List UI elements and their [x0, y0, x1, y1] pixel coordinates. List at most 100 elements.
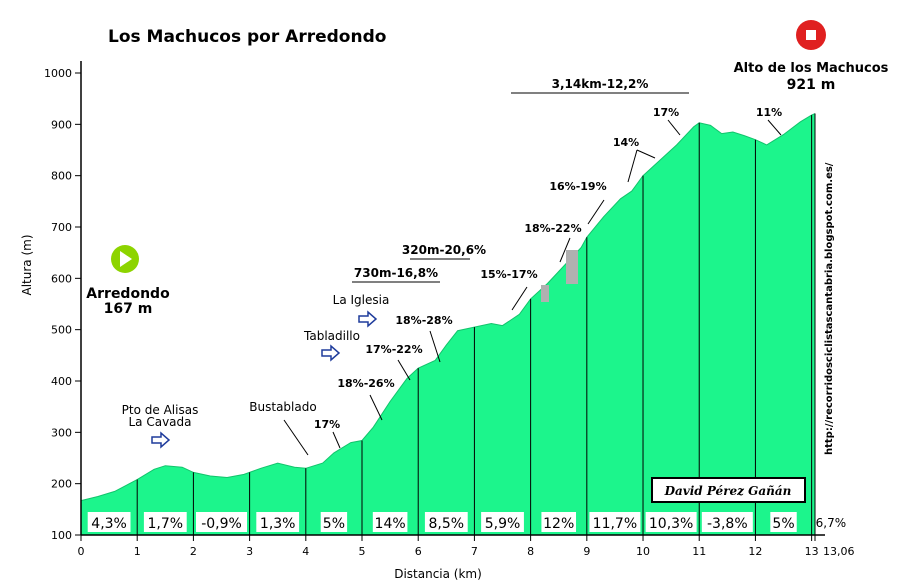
segment-gradient-box [143, 512, 187, 532]
arrow-right-icon [321, 344, 341, 362]
arrow-right-icon [358, 310, 378, 328]
segment-gradient-box [196, 512, 248, 532]
segment-gradient-box [589, 512, 641, 532]
gradient-note-pointer [369, 394, 383, 421]
segment-layer: 4,3% 1,7% -0,9% 1,3% 5% 14% 8,5% 5,9% 12% 11,7% 10… [87, 512, 847, 532]
segment-gradient-box [424, 512, 468, 532]
segment-gradient-label: 14% [375, 516, 406, 532]
gradient-note-pointer [397, 359, 411, 381]
segment-gradient-box [87, 512, 131, 532]
segment-gradient-box [770, 512, 797, 532]
gradient-note-pointer [332, 431, 341, 449]
x-tick-label: 6 [415, 545, 422, 558]
y-tick-label: 500 [51, 324, 72, 337]
segment-gradient-label: 5% [323, 516, 345, 532]
x-tick-label: 3 [246, 545, 253, 558]
segment-gradient-label: -0,9% [201, 516, 242, 532]
gradient-note-pointer [627, 149, 638, 183]
author-signature: David Pérez Gañán [664, 484, 792, 498]
website-url: http://recorridosciclistascantabria.blog… [824, 162, 835, 455]
x-tick-label: 0 [78, 545, 85, 558]
gradient-note-label: 17% [653, 106, 679, 119]
gradient-note-pointer [767, 119, 782, 136]
y-tick-label: 800 [51, 170, 72, 183]
profile-area [81, 113, 815, 535]
x-axis-label: Distancia (km) [394, 567, 482, 581]
steep-marker [566, 250, 578, 284]
start-altitude: 167 m [104, 301, 153, 317]
play-triangle-icon [120, 251, 132, 267]
y-tick-label: 900 [51, 118, 72, 131]
x-tick-label: 5 [359, 545, 366, 558]
segment-gradient-label: -3,8% [707, 516, 748, 532]
x-tick-label: 10 [636, 545, 650, 558]
y-axis-label: Altura (m) [20, 234, 34, 295]
gradient-note-pointer [429, 330, 441, 363]
x-tick-label: 8 [527, 545, 534, 558]
y-tick-label: 200 [51, 478, 72, 491]
gradient-note-pointer [511, 286, 528, 311]
segment-gradient-label: 10,3% [649, 516, 693, 532]
x-tick-label: 4 [302, 545, 309, 558]
gradient-note-pointer [667, 119, 681, 136]
x-tick-label: 7 [471, 545, 478, 558]
y-tick-label: 100 [51, 529, 72, 542]
y-tick-label: 400 [51, 375, 72, 388]
segment-gradient-box [481, 512, 524, 532]
gradient-note-label: 11% [756, 106, 782, 119]
x-tick-label: 13,06 [823, 545, 855, 558]
y-tick-label: 600 [51, 272, 72, 285]
location-pto-alisas: Pto de Alisas [122, 403, 199, 417]
segment-gradient-label: 1,3% [260, 516, 296, 532]
segment-gradient-label: 4,3% [91, 516, 127, 532]
segment-gradient-box [372, 512, 408, 532]
location-la-cavada: La Cavada [128, 415, 191, 429]
segment-gradient-box [541, 512, 577, 532]
gradient-note-label: 17% [314, 418, 340, 431]
gradient-note-label: 16%-19% [549, 180, 606, 193]
finish-marker [796, 20, 826, 50]
segment-gradient-label: 5% [772, 516, 794, 532]
profile-area-layer [80, 113, 816, 535]
highlight-320m: 320m-20,6% [402, 243, 486, 257]
segment-gradient-label: 6,7% [816, 516, 847, 530]
y-tick-label: 1000 [44, 67, 72, 80]
gradient-note-pointer [559, 237, 571, 263]
gradient-note-label: 18%-26% [337, 377, 394, 390]
highlight-3-14km: 3,14km-12,2% [552, 77, 649, 91]
segment-gradient-label: 12% [543, 516, 574, 532]
segment-gradient-label: 1,7% [148, 516, 184, 532]
segment-gradient-label: 5,9% [485, 516, 521, 532]
gradient-note-label: 18%-28% [395, 314, 452, 327]
location-bustablado: Bustablado [249, 400, 316, 414]
location-la-iglesia: La Iglesia [333, 293, 390, 307]
gradient-note-label: 18%-22% [524, 222, 581, 235]
arrow-right-icon [151, 431, 171, 449]
x-tick-label: 13 [805, 545, 819, 558]
stop-square-icon [806, 30, 816, 40]
y-tick-label: 700 [51, 221, 72, 234]
highlight-730m: 730m-16,8% [354, 266, 438, 280]
author-box [651, 477, 806, 503]
gradient-note-label: 14% [613, 136, 639, 149]
gradient-note-label: 15%-17% [480, 268, 537, 281]
segment-gradient-label: 11,7% [593, 516, 637, 532]
segment-gradient-box [256, 512, 300, 532]
chart-title: Los Machucos por Arredondo [108, 27, 386, 47]
segment-gradient-label: 8,5% [429, 516, 465, 532]
x-tick-label: 1 [134, 545, 141, 558]
steep-marker [541, 285, 549, 302]
x-tick-label: 9 [583, 545, 590, 558]
segment-gradient-box [320, 512, 348, 532]
segment-gradient-box [645, 512, 697, 532]
x-tick-label: 11 [692, 545, 706, 558]
y-tick-label: 300 [51, 426, 72, 439]
start-marker [111, 245, 139, 273]
segment-gradient-box [701, 512, 753, 532]
gradient-note-pointer [636, 149, 656, 159]
finish-altitude: 921 m [787, 77, 836, 93]
gradient-note-label: 17%-22% [365, 343, 422, 356]
finish-name: Alto de los Machucos [734, 61, 889, 76]
x-tick-label: 2 [190, 545, 197, 558]
